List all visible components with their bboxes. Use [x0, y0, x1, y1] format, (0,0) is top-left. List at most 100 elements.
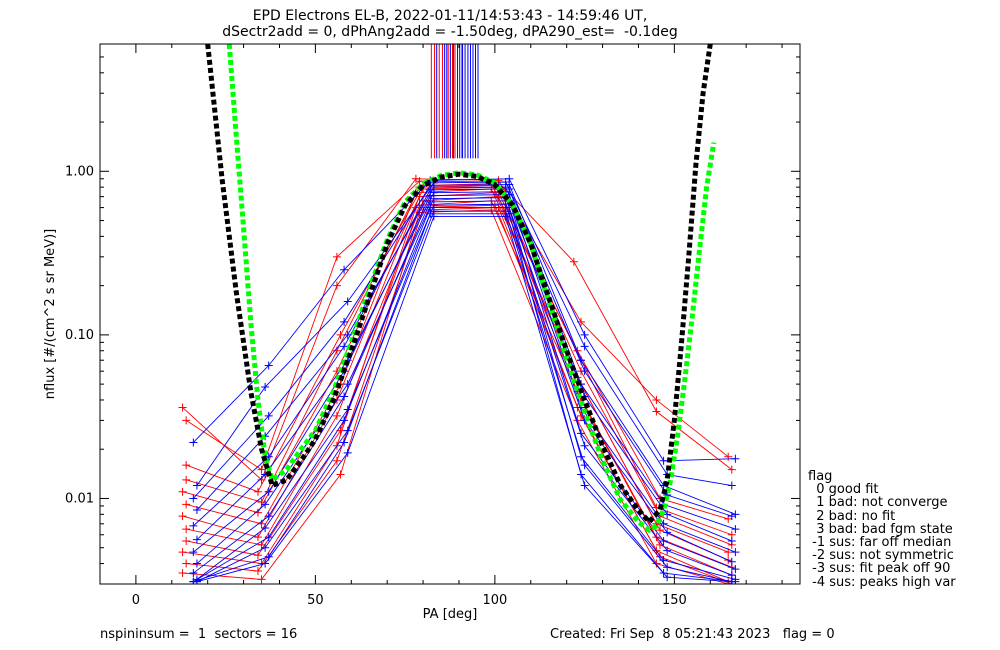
data-point: [663, 573, 672, 582]
data-point: [343, 297, 352, 306]
data-point: [580, 441, 589, 450]
data-point: [178, 487, 187, 496]
data-point: [264, 411, 273, 420]
fit-curve-green: [226, 44, 717, 534]
x-axis-label: PA [deg]: [423, 607, 478, 622]
flag-legend-line: -1 sus: far off median: [808, 535, 952, 551]
y-tick-label: 0.10: [65, 328, 94, 343]
data-point: [189, 494, 198, 503]
series-line: [196, 186, 732, 517]
data-point: [727, 512, 736, 521]
data-point: [580, 481, 589, 490]
data-point: [429, 212, 438, 221]
data-point: [257, 465, 266, 474]
series-line: [196, 203, 732, 580]
data-point: [731, 525, 740, 534]
data-point: [332, 411, 341, 420]
data-point: [264, 533, 273, 542]
flag-legend-line: -3 sus: fit peak off 90: [808, 561, 951, 577]
data-point: [663, 510, 672, 519]
flag-legend-line: 1 bad: not converge: [808, 495, 948, 511]
data-point: [332, 281, 341, 290]
data-point: [340, 317, 349, 326]
tick-lines-group: [430, 44, 479, 159]
data-point: [182, 525, 191, 534]
data-point: [189, 569, 198, 578]
plot-frame: [99, 43, 801, 585]
data-point: [727, 481, 736, 490]
series-line: [182, 186, 732, 546]
data-point: [652, 407, 661, 416]
data-point: [178, 403, 187, 412]
data-point: [261, 543, 270, 552]
flag-legend-line: 2 bad: no fit: [808, 508, 896, 524]
data-point: [663, 563, 672, 572]
data-point: [261, 383, 270, 392]
fit-curve-black: [205, 44, 713, 526]
data-point: [343, 448, 352, 457]
series-group: [178, 174, 740, 584]
data-point: [727, 557, 736, 566]
data-point: [336, 330, 345, 339]
data-point: [727, 465, 736, 474]
data-point: [264, 361, 273, 370]
footer-created-info: Created: Fri Sep 8 05:21:43 2023 flag = …: [550, 627, 835, 642]
chart-title: EPD Electrons EL-B, 2022-01-11/14:53:43 …: [252, 8, 648, 24]
data-point: [501, 212, 510, 221]
data-point: [731, 548, 740, 557]
series-line: [193, 213, 736, 583]
flag-legend-line: flag: [808, 469, 833, 484]
data-point: [192, 506, 201, 515]
flag-legend: flag 0 good fit 1 bad: not converge 2 ba…: [808, 470, 956, 589]
data-point: [182, 559, 191, 568]
data-point: [580, 461, 589, 470]
data-point: [189, 521, 198, 530]
data-point: [261, 523, 270, 532]
flag-legend-line: -2 sus: not symmetric: [808, 548, 954, 564]
data-point: [182, 536, 191, 545]
data-point: [663, 546, 672, 555]
flag-legend-line: -4 sus: peaks high var: [808, 574, 956, 590]
data-point: [340, 392, 349, 401]
data-point: [253, 487, 262, 496]
x-tick-label: 50: [307, 593, 324, 608]
data-point: [178, 512, 187, 521]
flag-legend-line: 0 good fit: [808, 482, 879, 498]
series-line: [193, 178, 736, 462]
data-point: [652, 559, 661, 568]
series-line: [196, 197, 732, 564]
data-point: [656, 526, 664, 535]
data-point: [336, 470, 345, 479]
data-point: [264, 512, 273, 521]
data-point: [415, 192, 424, 201]
x-tick-label: 150: [662, 593, 687, 608]
data-point: [182, 475, 191, 484]
data-point: [659, 456, 668, 465]
data-point: [178, 548, 187, 557]
data-point: [261, 500, 270, 509]
footer-sectors-info: nspininsum = 1 sectors = 16: [100, 627, 298, 642]
series-line: [186, 184, 732, 536]
data-point: [577, 411, 586, 420]
data-point: [652, 395, 661, 404]
series-line: [193, 207, 736, 583]
data-point: [580, 367, 589, 376]
data-point: [340, 416, 349, 425]
axes-group: 0 50 100 150 0.01 0.10 1.00: [65, 43, 800, 608]
chart-subtitle: dSectr2add = 0, dPhAng2add = -1.50deg, d…: [222, 24, 678, 40]
data-point: [731, 510, 740, 519]
data-point: [343, 380, 352, 389]
data-point: [580, 330, 589, 339]
data-point: [727, 577, 736, 584]
series-line: [186, 188, 729, 553]
data-point: [189, 548, 198, 557]
series-line: [196, 191, 732, 542]
data-point: [340, 342, 349, 351]
data-point: [182, 416, 191, 425]
data-point: [182, 461, 191, 470]
data-point: [663, 528, 672, 537]
x-tick-label: 0: [132, 593, 140, 608]
data-point: [257, 575, 266, 584]
fit-curves-group: [205, 44, 717, 534]
